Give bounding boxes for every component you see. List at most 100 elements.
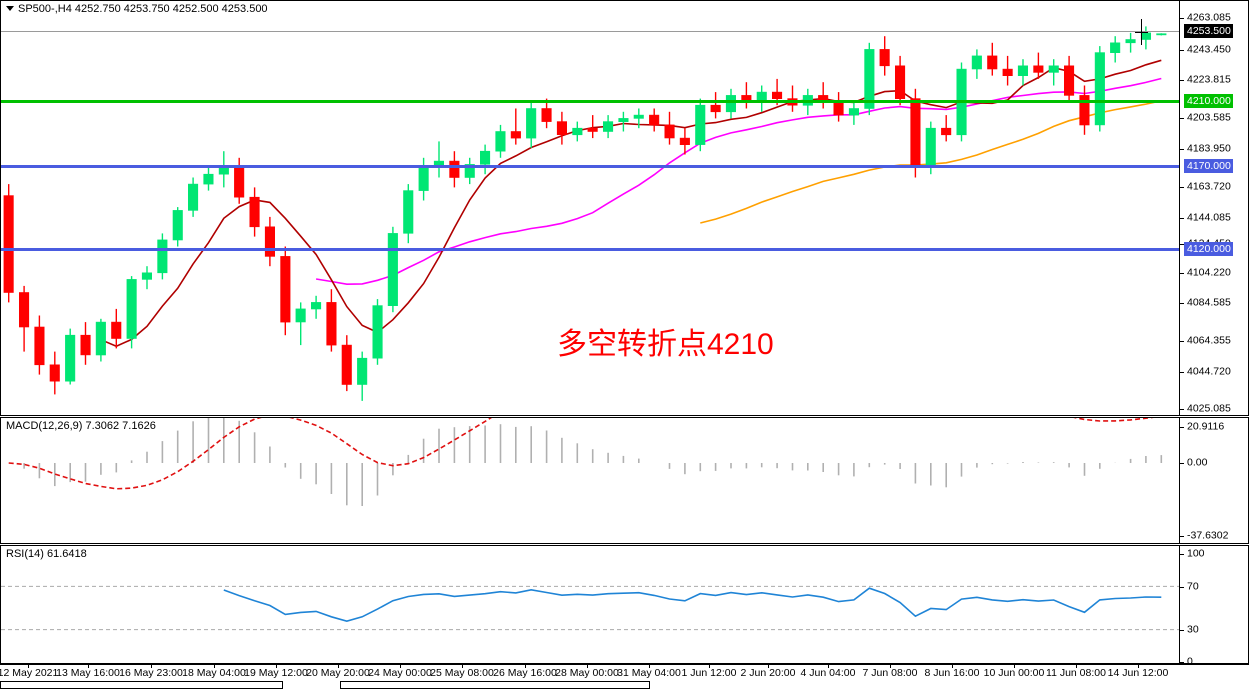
price-axis-tick: [1180, 18, 1184, 19]
candle: [1094, 46, 1105, 132]
price-axis[interactable]: 4263.085 4243.450 4223.815 4203.585 4183.950…: [1179, 1, 1248, 415]
level-line-4120[interactable]: [1, 248, 1179, 251]
candle: [894, 55, 906, 106]
chart-annotation-text: 多空转折点4210: [557, 328, 774, 361]
price-chart-panel[interactable]: SP500-,H4 4252.750 4253.750 4252.500 425…: [0, 0, 1249, 416]
price-axis-tick: [1180, 218, 1184, 219]
chart-symbol-header[interactable]: SP500-,H4 4252.750 4253.750 4252.500 425…: [6, 3, 268, 15]
level-line-4210[interactable]: [1, 100, 1179, 103]
candle: [3, 184, 14, 303]
candle: [679, 128, 690, 155]
candle: [126, 276, 137, 349]
candle: [695, 98, 706, 152]
candle: [818, 82, 829, 109]
rsi-axis-tick: [1180, 662, 1184, 663]
price-tag-blue[interactable]: 4170.000: [1184, 159, 1233, 173]
rsi-axis-tick: [1180, 554, 1184, 555]
candle: [479, 144, 491, 175]
candle: [65, 328, 76, 385]
time-axis-tick: [828, 664, 829, 668]
candle: [756, 85, 767, 112]
rsi-indicator-panel[interactable]: RSI(14) 61.6418 100 70 30 0: [0, 545, 1249, 667]
time-axis-tick: [214, 664, 215, 668]
candle: [710, 92, 721, 119]
candle: [295, 302, 306, 346]
candle: [310, 295, 322, 319]
macd-axis-tick: [1180, 463, 1184, 464]
candle: [172, 207, 183, 247]
price-axis-label: 4243.450: [1187, 43, 1231, 56]
candle: [587, 115, 598, 139]
candle: [510, 108, 521, 145]
rsi-axis-tick: [1180, 587, 1184, 588]
candle: [49, 351, 60, 395]
time-axis-tick: [525, 664, 526, 668]
candle: [664, 111, 675, 145]
candle: [403, 184, 414, 244]
time-axis-label: 13 May 16:00: [56, 667, 120, 679]
price-axis-tick: [1180, 303, 1184, 304]
candle: [218, 151, 229, 188]
price-tag-black[interactable]: 4253.500: [1184, 24, 1233, 38]
level-line-4170[interactable]: [1, 165, 1179, 168]
rsi-axis-label: 100: [1187, 547, 1205, 560]
candle: [1048, 59, 1059, 86]
candle: [879, 36, 890, 76]
price-tag-blue[interactable]: 4120.000: [1184, 242, 1233, 256]
time-axis-label: 19 May 12:00: [244, 667, 308, 679]
time-axis-label: 28 May 00:00: [555, 667, 619, 679]
status-bar-segment[interactable]: [0, 681, 283, 689]
rsi-axis-tick: [1180, 630, 1184, 631]
status-bar-segment[interactable]: [340, 681, 650, 689]
status-bar[interactable]: [0, 681, 1249, 689]
time-axis-label: 10 Jun 00:00: [983, 667, 1045, 679]
macd-plot-area[interactable]: [1, 418, 1179, 543]
time-axis-label: 16 May 23:00: [119, 667, 183, 679]
price-axis-label: 4084.585: [1187, 296, 1231, 309]
chevron-down-icon[interactable]: [6, 5, 14, 11]
time-axis-tick: [1076, 664, 1077, 668]
time-axis[interactable]: 12 May 2021 13 May 16:00 16 May 23:00 18 Ma…: [0, 664, 1249, 682]
time-axis-label: 12 May 2021: [0, 667, 59, 679]
candle: [556, 111, 568, 145]
price-tag-green[interactable]: 4210.000: [1184, 94, 1233, 108]
price-plot-area[interactable]: 多空转折点4210: [1, 1, 1179, 415]
candle: [111, 308, 122, 349]
macd-series: [8, 418, 1163, 506]
macd-indicator-panel[interactable]: MACD(12,26,9) 7.3062 7.1626 20.9116 0.00 -…: [0, 417, 1249, 544]
candle: [864, 42, 875, 116]
macd-axis-label: 20.9116: [1187, 420, 1225, 433]
candle: [1125, 32, 1136, 53]
time-axis-tick: [1014, 664, 1015, 668]
time-axis-label: 25 May 08:00: [430, 667, 494, 679]
price-axis-tick: [1180, 409, 1184, 410]
time-axis-label: 26 May 16:00: [493, 667, 557, 679]
time-axis-label: 11 Jun 08:00: [1046, 667, 1106, 679]
candle: [1017, 59, 1029, 86]
time-axis-tick: [400, 664, 401, 668]
price-axis-label: 4163.720: [1187, 180, 1231, 193]
time-axis-label: 7 Jun 08:00: [862, 667, 918, 679]
macd-axis-tick: [1180, 427, 1184, 428]
candle: [1033, 52, 1044, 79]
time-axis-label: 14 Jun 12:00: [1107, 667, 1169, 679]
rsi-plot-area[interactable]: [1, 546, 1179, 663]
price-axis-tick: [1180, 80, 1184, 81]
price-axis-tick: [1180, 244, 1184, 245]
time-axis-label: 1 Jun 12:00: [681, 667, 737, 679]
candle: [495, 124, 506, 158]
candle: [1064, 55, 1075, 102]
candle: [433, 141, 445, 178]
candle: [848, 101, 860, 125]
candle: [18, 285, 30, 352]
macd-axis-label: 0.00: [1187, 456, 1208, 469]
candle: [464, 157, 475, 185]
candle: [649, 108, 660, 132]
time-axis-label: 8 Jun 16:00: [924, 667, 980, 679]
candle: [618, 111, 629, 132]
candle: [249, 187, 260, 237]
candle: [1002, 55, 1013, 86]
candle: [95, 318, 106, 362]
macd-axis-tick: [1180, 536, 1184, 537]
rsi-label: RSI(14) 61.6418: [6, 548, 87, 560]
